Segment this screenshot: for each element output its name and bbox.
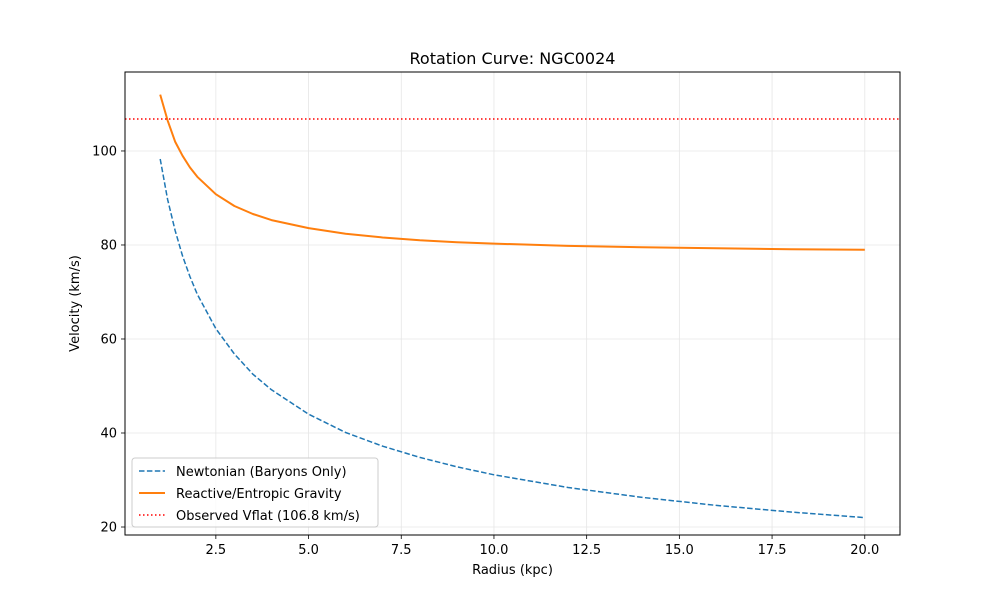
newtonian-curve (159, 158, 865, 519)
plot-area (125, 94, 900, 519)
x-tick-label: 5.0 (298, 543, 319, 558)
x-tick-label: 17.5 (758, 543, 787, 558)
y-tick-label: 80 (100, 238, 117, 253)
x-tick-label: 15.0 (665, 543, 694, 558)
legend-label-observed: Observed Vflat (106.8 km/s) (176, 509, 360, 524)
y-axis-label: Velocity (km/s) (68, 255, 83, 352)
x-tick-label: 7.5 (391, 543, 412, 558)
x-axis-label: Radius (kpc) (472, 563, 553, 578)
y-tick-label: 20 (100, 521, 117, 536)
legend-box (131, 457, 379, 528)
legend-label-reactive: Reactive/Entropic Gravity (176, 487, 342, 502)
reactive-gravity-curve (159, 94, 865, 251)
y-tick-label: 100 (92, 144, 117, 159)
plot-frame (124, 71, 901, 536)
x-axis-ticks: 2.5 5.0 7.5 10.0 12.5 15.0 17.5 20.0 (206, 535, 879, 558)
legend-label-newtonian: Newtonian (Baryons Only) (176, 465, 347, 480)
chart-title: Rotation Curve: NGC0024 (410, 49, 616, 68)
y-tick-label: 60 (100, 332, 117, 347)
y-axis-ticks: 20 40 60 80 100 (92, 144, 125, 536)
x-tick-label: 10.0 (479, 543, 508, 558)
x-tick-label: 12.5 (572, 543, 601, 558)
x-tick-label: 20.0 (850, 543, 879, 558)
y-tick-label: 40 (100, 426, 117, 441)
legend: Newtonian (Baryons Only) Reactive/Entrop… (131, 457, 379, 528)
x-tick-label: 2.5 (206, 543, 227, 558)
